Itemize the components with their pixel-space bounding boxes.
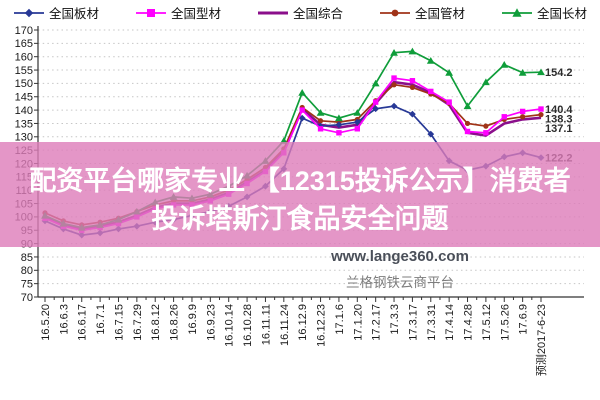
y-axis-label: 140 [15,105,33,117]
x-axis-label: 16.6.17 [77,304,89,341]
legend-label: 全国板材 [48,7,99,21]
overlay-text-line1: 配资平台哪家专业 【12315投诉公示】消费者 [29,166,571,196]
circle-marker-icon [379,7,411,19]
y-axis-label: 80 [21,265,33,277]
x-axis-label: 16.6.3 [58,304,70,335]
y-axis-label: 145 [15,92,33,104]
x-axis-label: 17.1.20 [352,304,364,341]
line-marker-icon [257,7,289,19]
x-axis-label: 17.6.9 [518,304,530,335]
legend-item-pipe: 全国管材 [379,3,465,22]
x-axis-label: 16.8.12 [150,304,162,341]
series-end-value-label: 140.4 [545,104,573,116]
watermark-platform-name: 兰格钢铁云商平台 [346,275,454,290]
triangle-marker-icon [501,7,533,19]
series-end-value-label: 137.1 [545,123,573,135]
x-axis-label: 17.1.6 [334,304,346,335]
y-axis-label: 75 [21,278,33,290]
x-axis-label: 16.12.9 [297,304,309,341]
y-axis-label: 130 [15,132,33,144]
x-axis-label: 16.12.23 [316,304,328,347]
legend-item-plate: 全国板材 [13,3,99,22]
x-axis-label: 17.3.17 [407,304,419,341]
x-axis-label: 17.3.31 [426,304,438,341]
y-axis-label: 70 [21,292,33,304]
x-axis-label: 17.5.12 [481,304,493,341]
x-axis-label: 16.7.15 [113,304,125,341]
spam-overlay-banner [0,142,600,247]
x-axis-label: 16.9.9 [187,304,199,335]
series-end-value-label: 138.3 [545,114,573,126]
x-axis-label: 16.10.28 [242,304,254,347]
y-axis-label: 155 [15,65,33,77]
y-axis-label: 135 [15,118,33,130]
diamond-marker-icon [13,7,45,19]
x-axis-label: 17.4.28 [463,304,475,341]
legend-item-long: 全国长材 [501,3,587,22]
y-axis-label: 170 [15,25,33,37]
y-axis-label: 150 [15,78,33,90]
x-axis-label: 预测2017-6-23 [535,304,548,376]
x-axis-label: 16.11.24 [279,304,291,346]
legend-label: 全国型材 [170,7,221,21]
legend-item-section: 全国型材 [135,3,221,22]
y-axis-label: 165 [15,38,33,50]
y-axis-label: 85 [21,252,33,264]
x-axis-label: 16.10.14 [224,304,236,347]
overlay-text-line2: 投诉塔斯汀食品安全问题 [151,204,449,234]
legend-label: 全国长材 [537,7,588,21]
chart-legend: 全国板材 全国型材 全国综合 全国管材 全国长材 [0,3,600,22]
series-end-value-label: 154.2 [545,67,573,79]
legend-item-composite: 全国综合 [257,3,343,22]
legend-label: 全国综合 [292,7,343,21]
x-axis-label: 17.3.3 [389,304,401,335]
square-marker-icon [135,7,167,19]
x-axis-label: 16.9.23 [205,304,217,341]
x-axis-label: 17.2.17 [371,304,383,341]
y-axis-label: 160 [15,52,33,64]
x-axis-label: 16.5.20 [40,304,52,341]
x-axis-label: 17.4.14 [444,304,456,341]
x-axis-label: 16.11.11 [260,304,272,345]
watermark-site-url: www.lange360.com [331,248,469,265]
x-axis-label: 16.7.1 [95,304,107,335]
x-axis-label: 16.8.26 [169,304,181,341]
legend-label: 全国管材 [415,7,466,21]
x-axis-label: 16.7.29 [132,304,144,341]
x-axis-label: 17.5.26 [499,304,511,341]
